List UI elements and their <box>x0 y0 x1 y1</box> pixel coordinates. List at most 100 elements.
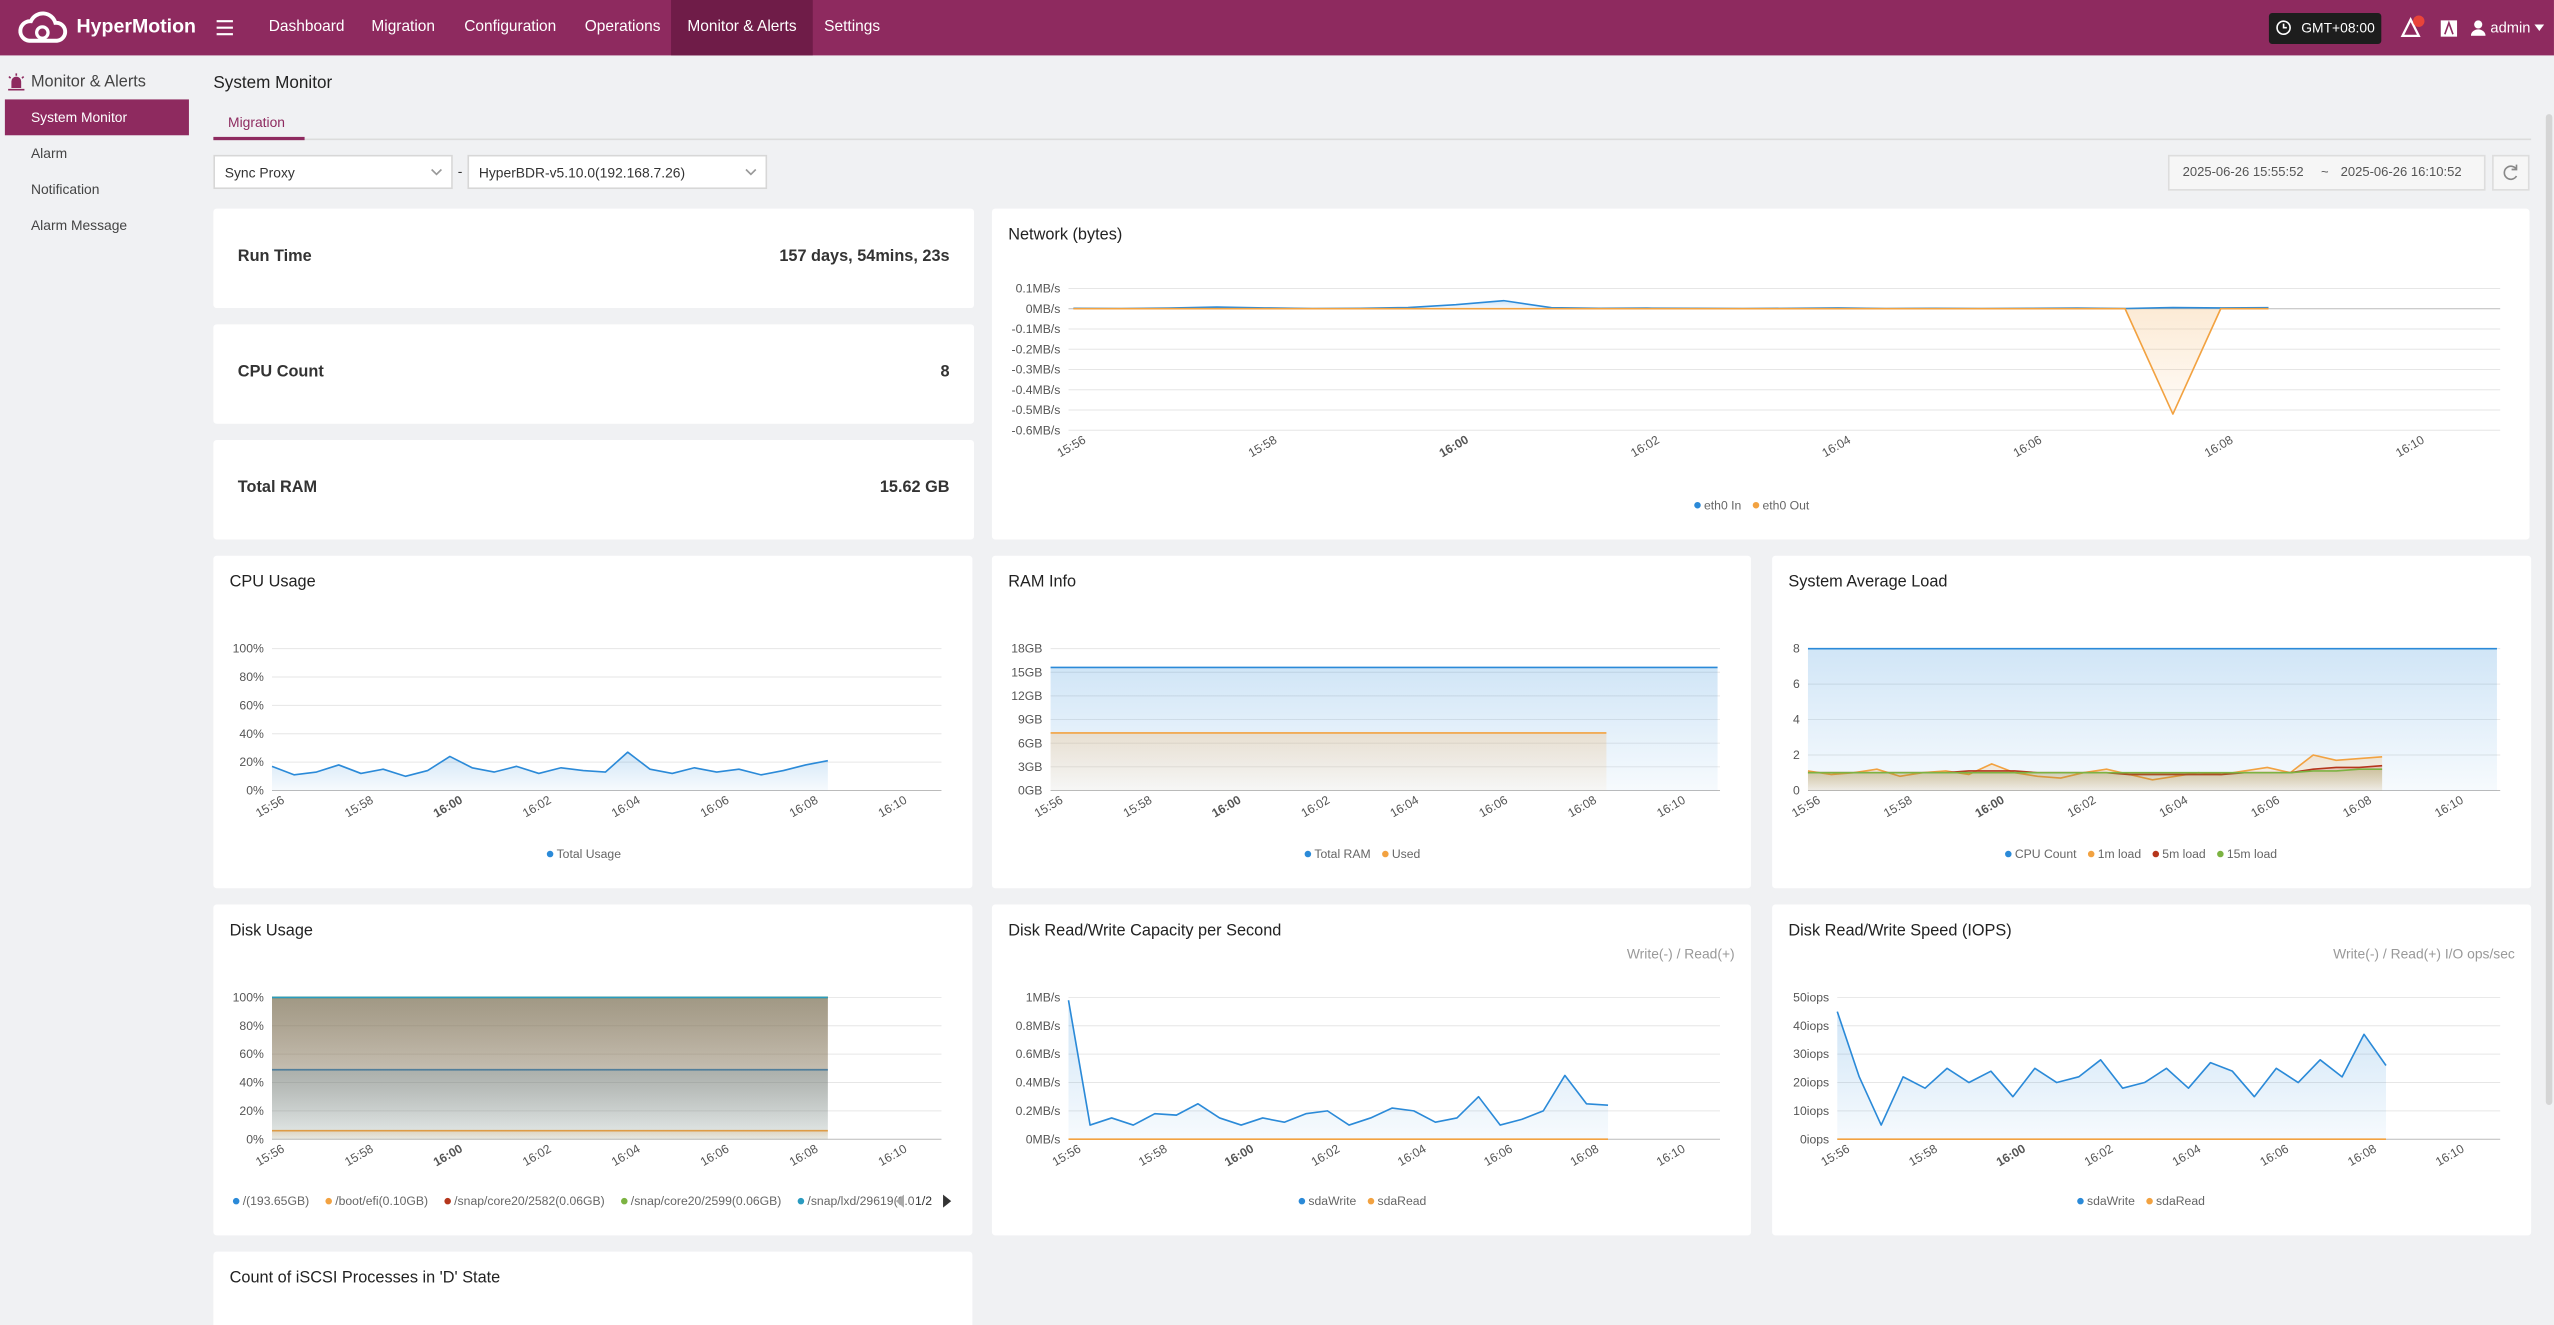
legend-dot <box>444 1197 451 1205</box>
legend-dot <box>2146 1197 2153 1205</box>
menu-icon[interactable] <box>215 18 235 38</box>
legend-dot <box>2005 850 2012 858</box>
x-tick-label: 16:10 <box>1654 1142 1688 1170</box>
sidebar-item[interactable]: Alarm Message <box>30 216 128 234</box>
x-tick-label: 16:06 <box>698 1142 732 1170</box>
y-tick-label: 20% <box>239 755 264 769</box>
area <box>272 997 828 1140</box>
tab[interactable]: Migration <box>228 114 285 131</box>
y-tick-label: 0iops <box>1800 1132 1829 1146</box>
pager-next[interactable] <box>943 1194 952 1208</box>
y-tick-label: 3GB <box>1018 760 1042 774</box>
y-tick-label: 0.4MB/s <box>1016 1076 1061 1090</box>
time-range[interactable] <box>2167 154 2486 191</box>
time-end: 2025-06-26 16:10:52 <box>2340 164 2462 180</box>
chart-card <box>1772 904 2532 1236</box>
select-type[interactable]: Sync Proxy <box>213 154 453 190</box>
chart-title: Count of iSCSI Processes in 'D' State <box>229 1269 501 1288</box>
y-tick-label: 30iops <box>1793 1047 1829 1061</box>
x-tick-label: 16:06 <box>698 793 732 821</box>
refresh-button[interactable] <box>2492 154 2530 191</box>
legend-label: eth0 Out <box>1763 498 1810 512</box>
pager-label: 1/2 <box>915 1194 932 1208</box>
legend-label: /boot/efi(0.10GB) <box>335 1194 428 1208</box>
stat-label: Run Time <box>237 247 312 266</box>
nav-item[interactable]: Operations <box>584 17 661 36</box>
language-icon[interactable] <box>2440 20 2458 38</box>
x-tick-label: 15:58 <box>342 1142 376 1170</box>
nav-item-active[interactable]: Monitor & Alerts <box>671 0 813 56</box>
nav-item[interactable]: Dashboard <box>268 17 345 36</box>
y-tick-label: 0MB/s <box>1026 1132 1061 1146</box>
nav-item[interactable]: Migration <box>371 17 436 36</box>
chevron <box>745 168 757 176</box>
x-tick-label: 16:02 <box>1309 1142 1343 1170</box>
y-tick-label: 0.6MB/s <box>1016 1047 1061 1061</box>
x-tick-label: 16:04 <box>609 793 643 821</box>
area <box>1807 648 2497 791</box>
x-tick-label: 16:04 <box>1395 1142 1429 1170</box>
chart-title: RAM Info <box>1008 573 1077 592</box>
chart-title: Disk Usage <box>229 922 313 941</box>
alert-icon[interactable] <box>2399 15 2425 41</box>
y-tick-label: 60% <box>239 1047 264 1061</box>
y-tick-label: 8 <box>1793 642 1800 656</box>
series-line <box>1807 768 2383 774</box>
legend-label: /snap/lxd/29619(0.0 <box>807 1194 914 1208</box>
y-tick-label: 6 <box>1793 677 1800 691</box>
y-tick-label: 0.8MB/s <box>1016 1019 1061 1033</box>
x-tick-label: 16:08 <box>1565 793 1599 821</box>
y-tick-label: 1MB/s <box>1026 991 1061 1005</box>
sidebar-item[interactable]: Alarm <box>30 145 68 162</box>
y-tick-label: 20iops <box>1793 1076 1829 1090</box>
x-tick-label: 16:08 <box>2340 793 2374 821</box>
tab-underline <box>213 136 305 141</box>
clock-icon <box>2276 20 2291 36</box>
page-title: System Monitor <box>213 73 333 93</box>
stat-label: Total RAM <box>237 479 318 498</box>
x-tick-label: 16:06 <box>2249 793 2283 821</box>
area <box>1068 1000 1609 1140</box>
select-host[interactable]: HyperBDR-v5.10.0(192.168.7.26) <box>467 154 768 190</box>
x-tick-label: 16:00 <box>431 793 465 821</box>
legend-dot <box>1367 1197 1375 1205</box>
sidebar-item[interactable]: Notification <box>30 180 100 198</box>
x-tick-label: 16:10 <box>2432 793 2466 821</box>
nav-item[interactable]: Settings <box>824 17 881 36</box>
brand: HyperMotion <box>76 14 197 38</box>
series-line <box>271 751 828 778</box>
sidebar-title: Monitor & Alerts <box>30 73 146 92</box>
refresh-icon <box>2503 164 2518 181</box>
legend-dot <box>2217 850 2224 858</box>
chart-title: Disk Read/Write Capacity per Second <box>1008 922 1282 941</box>
y-tick-label: -0.3MB/s <box>1012 363 1061 377</box>
y-tick-label: -0.5MB/s <box>1012 403 1061 417</box>
x-tick-label: 16:06 <box>1477 793 1511 821</box>
tab-rule <box>213 138 2532 141</box>
nav-item[interactable]: Configuration <box>464 17 557 36</box>
stat-card <box>213 440 975 540</box>
y-tick-label: 100% <box>233 991 264 1005</box>
sidebar-item-active[interactable]: System Monitor <box>30 109 128 126</box>
legend-label: /snap/core20/2599(0.06GB) <box>631 1194 782 1208</box>
y-tick-label: 20% <box>239 1104 264 1118</box>
x-tick-label: 16:08 <box>787 1142 821 1170</box>
y-tick-label: 0% <box>246 784 264 798</box>
x-tick-label: 16:06 <box>2258 1142 2292 1170</box>
x-tick-label: 15:58 <box>1136 1142 1170 1170</box>
y-tick-label: 80% <box>239 1019 264 1033</box>
x-tick-label: 16:00 <box>431 1141 465 1169</box>
x-tick-label: 15:58 <box>1906 1142 1940 1170</box>
timezone[interactable]: GMT+08:00 <box>2268 13 2382 45</box>
area <box>1837 1011 2386 1140</box>
x-tick-label: 16:00 <box>1994 1141 2028 1169</box>
top-bar: HyperMotion Dashboard Migration Configur… <box>0 0 2554 56</box>
stat-value: 15.62 GB <box>879 479 950 498</box>
user-icon <box>2470 20 2486 36</box>
pager-prev[interactable] <box>895 1194 904 1208</box>
scrollbar[interactable] <box>2545 114 2553 1106</box>
stat-card <box>213 208 975 309</box>
x-tick-label: 16:08 <box>2202 433 2236 461</box>
user-name[interactable]: admin <box>2490 19 2531 36</box>
